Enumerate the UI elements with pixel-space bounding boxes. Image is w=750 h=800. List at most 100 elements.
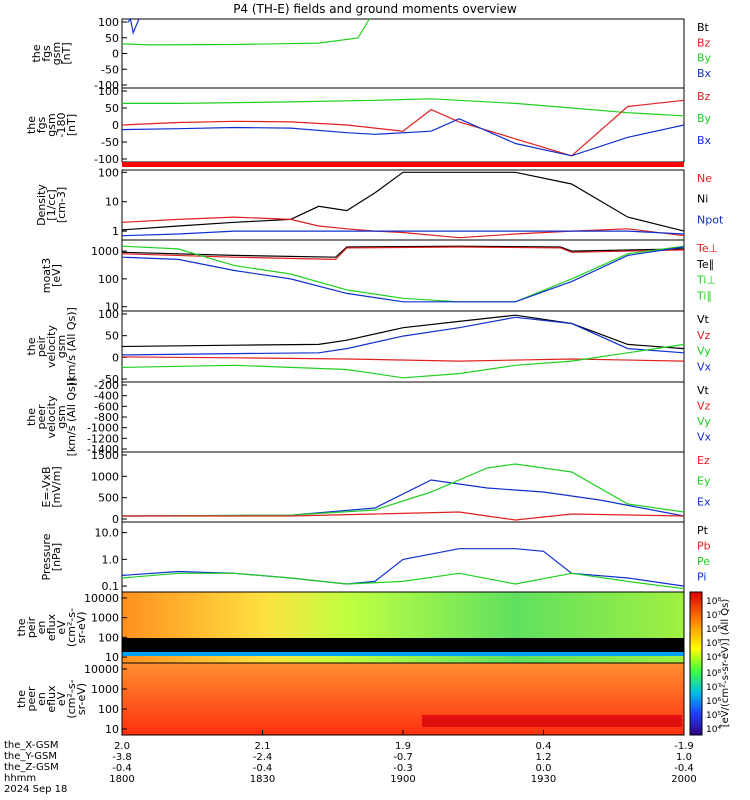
series-vel-Vx	[121, 316, 685, 356]
x-tick-label: 1.0	[676, 752, 692, 763]
legend-entry-vel2: Vy	[697, 415, 711, 428]
series-fgs2-By	[122, 98, 685, 117]
x-tick-label: 0.4	[536, 741, 552, 752]
y-tick-label-vel: 0	[112, 351, 119, 364]
y-tick-label-fgs: 100	[98, 16, 119, 29]
panel-frame-vel2	[121, 381, 685, 453]
series-fgs2-Bz	[121, 99, 685, 157]
panel-frame-efield	[121, 451, 685, 523]
row-label-date: 2024 Sep 18	[4, 784, 68, 795]
y-axis-label-temp: moat3	[40, 258, 53, 294]
y-tick-label-vel2: -200	[94, 379, 119, 392]
x-tick-label: 0.0	[536, 763, 552, 774]
y-tick-label-vel2: -600	[94, 400, 119, 413]
y-axis-label-spec_e: en	[35, 692, 48, 706]
series-temp-Ti∥	[121, 246, 685, 303]
y-axis-label-spec_i: en	[35, 621, 48, 635]
legend-entry-efield: Ez	[697, 454, 710, 467]
legend-entry-vel: Vx	[697, 360, 712, 373]
y-tick-label-fgs: -50	[101, 63, 119, 76]
legend-entry-vel2: Vt	[697, 384, 710, 397]
panel-frame-vel	[121, 310, 685, 383]
y-axis-label-pressure: [nPa]	[50, 543, 63, 571]
y-tick-label-spec_i: 100	[98, 631, 119, 644]
x-tick-label: -0.3	[393, 763, 413, 774]
row-label-hhmm: hhmm	[4, 773, 37, 784]
legend-entry-efield: Ex	[697, 495, 711, 508]
y-axis-label-vel: gsm	[55, 335, 68, 358]
x-tick-label: 2000	[671, 774, 696, 785]
legend-entry-fgs2: By	[697, 112, 712, 125]
series-efield-Ex	[121, 479, 685, 517]
y-axis-label-efield: E=-VxB	[40, 466, 53, 507]
y-axis-label-fgs: [nT]	[60, 42, 73, 64]
x-tick-label: -0.4	[253, 763, 273, 774]
y-axis-label-temp: [eV]	[50, 264, 63, 287]
y-axis-label-efield: [mV/m]	[50, 466, 63, 507]
legend-entry-vel: Vt	[697, 313, 710, 326]
legend-entry-pressure: Pe	[697, 555, 710, 568]
y-tick-label-fgs: -100	[94, 79, 119, 92]
legend-entry-pressure: Pi	[697, 571, 706, 584]
series-fgs-By	[121, 18, 370, 46]
legend-entry-fgs: Bz	[697, 36, 711, 49]
y-axis-label-spec_e: eflux	[45, 685, 58, 713]
y-axis-label-spec_e: eV	[55, 691, 68, 706]
y-tick-label-fgs2: -100	[94, 153, 119, 166]
y-axis-label-spec_e: (cm²-s-	[65, 679, 78, 718]
series-density-Npot	[121, 230, 685, 237]
legend-entry-efield: Ey	[697, 475, 711, 488]
x-tick-label: -0.4	[674, 763, 694, 774]
legend-entry-vel: Vy	[697, 345, 711, 358]
legend-entry-fgs: Bt	[697, 21, 710, 34]
colorbar-tick: 10⁶	[706, 625, 721, 635]
series-efield-Ey	[121, 463, 685, 517]
y-tick-label-vel2: -800	[94, 411, 119, 424]
y-axis-label-spec_i: (cm²-s-	[65, 608, 78, 647]
legend-entry-pressure: Pt	[697, 524, 709, 537]
series-temp-Te∥	[121, 245, 685, 258]
x-tick-label: 1800	[109, 774, 134, 785]
x-tick-label: 2.0	[114, 741, 130, 752]
y-axis-label-spec_i: the	[15, 618, 28, 636]
x-tick-label: 1.2	[536, 752, 552, 763]
series-temp-Te⊥	[121, 246, 685, 261]
y-tick-label-density: 1	[112, 225, 119, 238]
y-tick-label-spec_i: 1000	[91, 612, 119, 625]
x-tick-label: 1900	[390, 774, 415, 785]
colorbar-tick: 10⁴	[706, 725, 721, 735]
x-tick-label: -1.9	[674, 741, 694, 752]
y-tick-label-vel2: -400	[94, 390, 119, 403]
x-tick-label: 1.9	[395, 741, 411, 752]
y-tick-label-spec_e: 10	[105, 723, 119, 736]
y-axis-label-spec_i: peir	[25, 616, 38, 638]
y-tick-label-efield: 0	[112, 513, 119, 526]
x-tick-label: 1830	[250, 774, 275, 785]
series-density-Ne	[121, 216, 685, 239]
ion-spectrogram-low-band	[122, 638, 684, 652]
legend-entry-pressure: Pb	[697, 540, 711, 553]
legend-entry-density: Ni	[697, 193, 708, 206]
x-tick-label: -2.4	[253, 752, 273, 763]
y-axis-label-spec_i: sr-eV)	[75, 611, 88, 643]
electron-spectrogram-band	[422, 715, 682, 727]
y-tick-label-vel: 100	[98, 308, 119, 321]
y-axis-label-fgs2: -180	[55, 113, 68, 138]
y-axis-label-spec_e: peer	[25, 686, 38, 712]
y-tick-label-density: 10	[105, 196, 119, 209]
y-tick-label-fgs: 50	[105, 32, 119, 45]
y-tick-label-efield: 1000	[91, 470, 119, 483]
y-tick-label-efield: 500	[98, 492, 119, 505]
y-axis-label-spec_e: the	[15, 690, 28, 708]
legend-entry-density: Npot	[697, 213, 724, 226]
series-temp-Ti⊥	[121, 245, 685, 303]
colorbar-tick: 10⁴	[706, 653, 721, 663]
y-axis-label-vel: [km/s (All Qs)]	[65, 307, 78, 386]
y-axis-label-vel: the	[25, 337, 38, 355]
y-tick-label-fgs2: 100	[98, 85, 119, 98]
y-tick-label-pressure: 1.0	[102, 553, 120, 566]
legend-entry-temp: Te∥	[696, 258, 714, 271]
y-axis-label-fgs: the	[30, 44, 43, 62]
y-axis-label-density: [cm-3]	[55, 187, 68, 223]
y-axis-label-vel2: [km/s (All Qs)]	[65, 378, 78, 457]
